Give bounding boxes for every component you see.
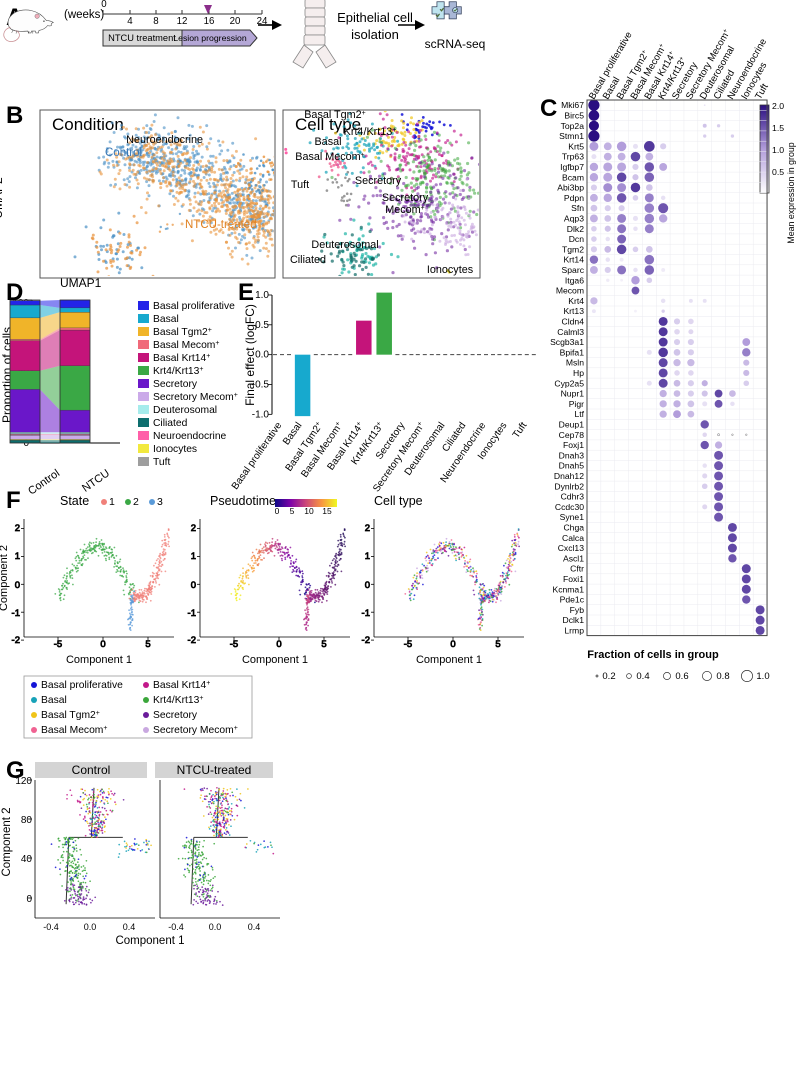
svg-text:Secretory: Secretory bbox=[382, 192, 429, 204]
svg-text:-5: -5 bbox=[230, 639, 238, 650]
svg-text:Secretory: Secretory bbox=[153, 710, 198, 721]
svg-text:8: 8 bbox=[153, 16, 158, 27]
svg-text:20: 20 bbox=[230, 16, 241, 27]
svg-text:-2: -2 bbox=[12, 635, 20, 646]
svg-text:16: 16 bbox=[204, 16, 215, 27]
svg-text:0: 0 bbox=[100, 639, 105, 650]
svg-text:Ionocytes: Ionocytes bbox=[153, 444, 197, 455]
svg-text:1: 1 bbox=[109, 496, 115, 508]
svg-text:Tuft: Tuft bbox=[291, 179, 309, 191]
svg-text:0: 0 bbox=[191, 580, 196, 591]
svg-text:Basal Krt14+: Basal Krt14+ bbox=[153, 353, 210, 365]
svg-text:0: 0 bbox=[15, 580, 20, 591]
svg-text:Ciliated: Ciliated bbox=[290, 254, 326, 266]
svg-text:3: 3 bbox=[157, 496, 163, 508]
svg-text:Component 1: Component 1 bbox=[115, 935, 184, 947]
svg-text:Control: Control bbox=[105, 147, 142, 159]
svg-text:Basal proliferative: Basal proliferative bbox=[41, 680, 123, 691]
svg-text:-5: -5 bbox=[54, 639, 62, 650]
svg-text:Basal Krt14+: Basal Krt14+ bbox=[153, 680, 210, 692]
svg-text:-1: -1 bbox=[12, 608, 20, 619]
svg-text:Basal Tgm2+: Basal Tgm2+ bbox=[304, 109, 366, 121]
svg-text:2: 2 bbox=[191, 523, 196, 534]
svg-text:Basal Mecom+: Basal Mecom+ bbox=[295, 151, 365, 163]
svg-text:UMAP1: UMAP1 bbox=[60, 276, 102, 290]
svg-text:scRNA-seq: scRNA-seq bbox=[425, 37, 486, 51]
svg-text:Krt4/Krt13+: Krt4/Krt13+ bbox=[344, 126, 397, 138]
svg-text:Control: Control bbox=[72, 763, 111, 777]
svg-text:Secretory Mecom+: Secretory Mecom+ bbox=[153, 392, 238, 404]
svg-text:Component 2: Component 2 bbox=[0, 545, 10, 611]
svg-text:1: 1 bbox=[15, 551, 20, 562]
svg-text:Basal: Basal bbox=[314, 136, 341, 148]
svg-text:2: 2 bbox=[15, 523, 20, 534]
svg-text:NTCU-treated: NTCU-treated bbox=[177, 763, 252, 777]
svg-text:4: 4 bbox=[127, 16, 133, 27]
svg-text:Ciliated: Ciliated bbox=[153, 418, 188, 429]
svg-text:isolation: isolation bbox=[351, 27, 399, 42]
svg-text:-0.4: -0.4 bbox=[168, 922, 184, 932]
svg-text:Epithelial cell: Epithelial cell bbox=[337, 10, 413, 25]
svg-text:5: 5 bbox=[145, 639, 150, 650]
svg-text:Secretory: Secretory bbox=[355, 175, 402, 187]
svg-text:120: 120 bbox=[15, 776, 32, 787]
svg-text:Tuft: Tuft bbox=[153, 457, 170, 468]
svg-text:5: 5 bbox=[321, 639, 326, 650]
svg-text:1: 1 bbox=[191, 551, 196, 562]
svg-text:Basal Tgm2+: Basal Tgm2+ bbox=[153, 327, 212, 339]
svg-text:Secretory Mecom+: Secretory Mecom+ bbox=[153, 725, 238, 737]
svg-text:(weeks): (weeks) bbox=[64, 9, 104, 21]
svg-text:Mecom+: Mecom+ bbox=[385, 204, 425, 216]
svg-text:Basal: Basal bbox=[153, 314, 179, 325]
svg-text:-1: -1 bbox=[188, 608, 196, 619]
svg-text:NTCU-treated: NTCU-treated bbox=[185, 219, 257, 231]
svg-text:NTCU: NTCU bbox=[80, 467, 112, 494]
svg-text:Basal Tgm2+: Basal Tgm2+ bbox=[41, 710, 100, 722]
svg-text:0.0: 0.0 bbox=[84, 922, 97, 932]
svg-text:Neuroendocrine: Neuroendocrine bbox=[153, 431, 227, 442]
svg-text:Component 1: Component 1 bbox=[242, 654, 308, 666]
svg-text:State: State bbox=[60, 494, 89, 508]
svg-text:Condition: Condition bbox=[52, 115, 124, 134]
svg-text:80: 80 bbox=[21, 815, 33, 826]
svg-text:0.4: 0.4 bbox=[123, 922, 136, 932]
svg-text:Neuroendocrine: Neuroendocrine bbox=[126, 134, 203, 146]
svg-text:0: 0 bbox=[26, 894, 32, 905]
svg-text:Basal Mecom+: Basal Mecom+ bbox=[41, 725, 107, 737]
svg-text:0.0: 0.0 bbox=[209, 922, 222, 932]
svg-text:12: 12 bbox=[177, 16, 188, 27]
svg-text:-2: -2 bbox=[188, 635, 196, 646]
svg-text:Krt4/Krt13+: Krt4/Krt13+ bbox=[153, 366, 203, 378]
svg-text:NTCU treatment: NTCU treatment bbox=[108, 33, 176, 43]
svg-text:Krt4/Krt13+: Krt4/Krt13+ bbox=[153, 695, 203, 707]
svg-text:Deuterosomal: Deuterosomal bbox=[153, 405, 217, 416]
svg-text:Deuterosomal: Deuterosomal bbox=[311, 239, 378, 251]
svg-text:Ionocytes: Ionocytes bbox=[427, 264, 474, 276]
svg-text:Secretory: Secretory bbox=[153, 379, 198, 390]
svg-text:2: 2 bbox=[133, 496, 139, 508]
svg-text:Basal: Basal bbox=[41, 695, 67, 706]
svg-text:UMAP2: UMAP2 bbox=[0, 177, 5, 219]
svg-text:Component 2: Component 2 bbox=[1, 807, 13, 876]
svg-text:-0.4: -0.4 bbox=[43, 922, 59, 932]
svg-text:0.4: 0.4 bbox=[248, 922, 261, 932]
svg-text:Lesion progression: Lesion progression bbox=[173, 33, 247, 43]
svg-text:0: 0 bbox=[276, 639, 281, 650]
svg-text:Basal proliferative: Basal proliferative bbox=[153, 301, 235, 312]
svg-text:0: 0 bbox=[101, 0, 107, 10]
svg-text:40: 40 bbox=[21, 854, 33, 865]
svg-text:Component 1: Component 1 bbox=[66, 654, 132, 666]
svg-text:Basal Mecom+: Basal Mecom+ bbox=[153, 340, 219, 352]
